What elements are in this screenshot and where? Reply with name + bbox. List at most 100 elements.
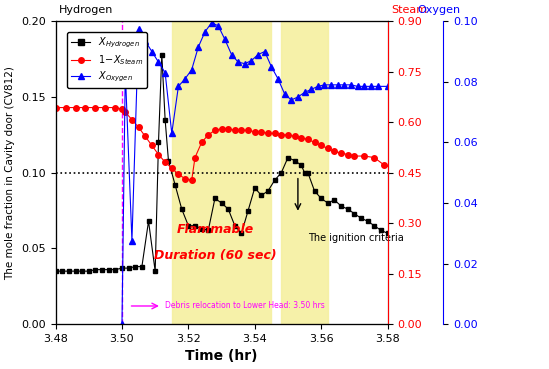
- $1-X_{Steam}$: [52, 106, 59, 110]
- $X_{Oxygen}$: [208, 21, 215, 25]
- $X_{Oxygen}$: [334, 83, 341, 87]
- $X_{Oxygen}$: [261, 49, 268, 54]
- $X_{Oxygen}$: [201, 30, 208, 34]
- $X_{Oxygen}$: [274, 77, 281, 81]
- $X_{Oxygen}$: [215, 24, 222, 28]
- Line: $X_{Hydrogen}$: $X_{Hydrogen}$: [53, 52, 390, 273]
- $1-X_{Steam}$: [338, 151, 344, 155]
- $X_{Oxygen}$: [149, 49, 155, 54]
- $1-X_{Steam}$: [381, 163, 388, 168]
- $X_{Oxygen}$: [348, 83, 354, 87]
- Text: Duration (60 sec): Duration (60 sec): [154, 249, 276, 262]
- $1-X_{Steam}$: [149, 143, 155, 148]
- $X_{Oxygen}$: [288, 98, 295, 102]
- $1-X_{Steam}$: [305, 137, 311, 142]
- $1-X_{Steam}$: [292, 134, 298, 139]
- Text: The ignition criteria: The ignition criteria: [308, 233, 404, 243]
- $1-X_{Steam}$: [258, 130, 265, 134]
- $X_{Oxygen}$: [268, 65, 274, 69]
- $X_{Oxygen}$: [321, 83, 328, 87]
- $1-X_{Steam}$: [331, 149, 338, 154]
- $X_{Oxygen}$: [175, 84, 182, 89]
- $1-X_{Steam}$: [361, 154, 368, 158]
- $1-X_{Steam}$: [119, 107, 125, 111]
- Bar: [281, 21, 328, 324]
- $X_{Hydrogen}$: [52, 269, 59, 273]
- $1-X_{Steam}$: [192, 155, 198, 160]
- $X_{Hydrogen}$: [285, 155, 292, 160]
- $X_{Oxygen}$: [142, 39, 149, 43]
- $X_{Oxygen}$: [162, 70, 169, 75]
- $X_{Oxygen}$: [248, 58, 255, 63]
- Line: $1-X_{Steam}$: $1-X_{Steam}$: [53, 105, 397, 183]
- $1-X_{Steam}$: [251, 130, 258, 134]
- $1-X_{Steam}$: [371, 155, 378, 160]
- $X_{Oxygen}$: [315, 84, 321, 89]
- $X_{Oxygen}$: [354, 84, 361, 89]
- $X_{Oxygen}$: [255, 52, 261, 57]
- $1-X_{Steam}$: [391, 166, 397, 170]
- $X_{Hydrogen}$: [384, 231, 391, 235]
- $1-X_{Steam}$: [72, 106, 79, 110]
- X-axis label: Time (hr): Time (hr): [186, 349, 258, 363]
- $1-X_{Steam}$: [211, 128, 218, 132]
- $X_{Oxygen}$: [361, 84, 368, 89]
- $1-X_{Steam}$: [265, 131, 271, 135]
- $1-X_{Steam}$: [175, 172, 182, 176]
- Y-axis label: The mole fraction in Cavity door (CV812): The mole fraction in Cavity door (CV812): [5, 66, 15, 280]
- $1-X_{Steam}$: [285, 132, 292, 137]
- $1-X_{Steam}$: [182, 176, 188, 181]
- $X_{Oxygen}$: [228, 52, 235, 57]
- $X_{Oxygen}$: [242, 61, 248, 66]
- $X_{Oxygen}$: [301, 90, 308, 94]
- $1-X_{Steam}$: [82, 106, 89, 110]
- $X_{Oxygen}$: [308, 87, 315, 92]
- $1-X_{Steam}$: [245, 128, 251, 132]
- $1-X_{Steam}$: [102, 106, 109, 110]
- $1-X_{Steam}$: [198, 140, 205, 145]
- $X_{Oxygen}$: [295, 95, 301, 99]
- Text: Steam: Steam: [391, 5, 427, 15]
- $X_{Oxygen}$: [222, 37, 228, 42]
- $X_{Hydrogen}$: [251, 186, 258, 190]
- $1-X_{Steam}$: [278, 132, 284, 137]
- $1-X_{Steam}$: [92, 106, 99, 110]
- $1-X_{Steam}$: [162, 160, 169, 164]
- Text: Hydrogen: Hydrogen: [59, 5, 113, 15]
- $X_{Oxygen}$: [155, 60, 162, 64]
- $X_{Hydrogen}$: [159, 52, 165, 57]
- $1-X_{Steam}$: [155, 152, 162, 157]
- $X_{Hydrogen}$: [112, 268, 119, 272]
- $X_{Oxygen}$: [135, 27, 142, 31]
- $X_{Oxygen}$: [128, 239, 135, 243]
- $1-X_{Steam}$: [344, 152, 351, 157]
- $1-X_{Steam}$: [142, 134, 149, 139]
- $X_{Oxygen}$: [188, 68, 195, 72]
- Legend: $X_{Hydrogen}$, $1\!-\!X_{Steam}$, $X_{Oxygen}$: $X_{Hydrogen}$, $1\!-\!X_{Steam}$, $X_{O…: [67, 32, 147, 88]
- $X_{Oxygen}$: [281, 92, 288, 96]
- $X_{Oxygen}$: [182, 77, 188, 81]
- $X_{Hydrogen}$: [258, 193, 265, 198]
- $1-X_{Steam}$: [324, 146, 331, 151]
- $1-X_{Steam}$: [271, 131, 278, 135]
- Line: $X_{Oxygen}$: $X_{Oxygen}$: [119, 20, 390, 327]
- $X_{Oxygen}$: [374, 84, 381, 89]
- $1-X_{Steam}$: [205, 132, 211, 137]
- $1-X_{Steam}$: [128, 117, 135, 122]
- $1-X_{Steam}$: [135, 125, 142, 130]
- $1-X_{Steam}$: [311, 140, 318, 145]
- $X_{Oxygen}$: [169, 131, 175, 135]
- Text: Debris relocation to Lower Head: 3.50 hrs: Debris relocation to Lower Head: 3.50 hr…: [165, 301, 325, 310]
- $1-X_{Steam}$: [219, 127, 225, 131]
- $X_{Oxygen}$: [328, 83, 334, 87]
- $1-X_{Steam}$: [169, 166, 175, 170]
- $X_{Oxygen}$: [119, 322, 125, 327]
- $X_{Oxygen}$: [341, 83, 348, 87]
- $1-X_{Steam}$: [225, 127, 232, 131]
- $X_{Hydrogen}$: [178, 207, 185, 211]
- $X_{Oxygen}$: [122, 69, 128, 73]
- $1-X_{Steam}$: [122, 110, 128, 114]
- Text: Oxygen: Oxygen: [417, 5, 461, 15]
- $1-X_{Steam}$: [62, 106, 69, 110]
- $X_{Oxygen}$: [195, 45, 201, 49]
